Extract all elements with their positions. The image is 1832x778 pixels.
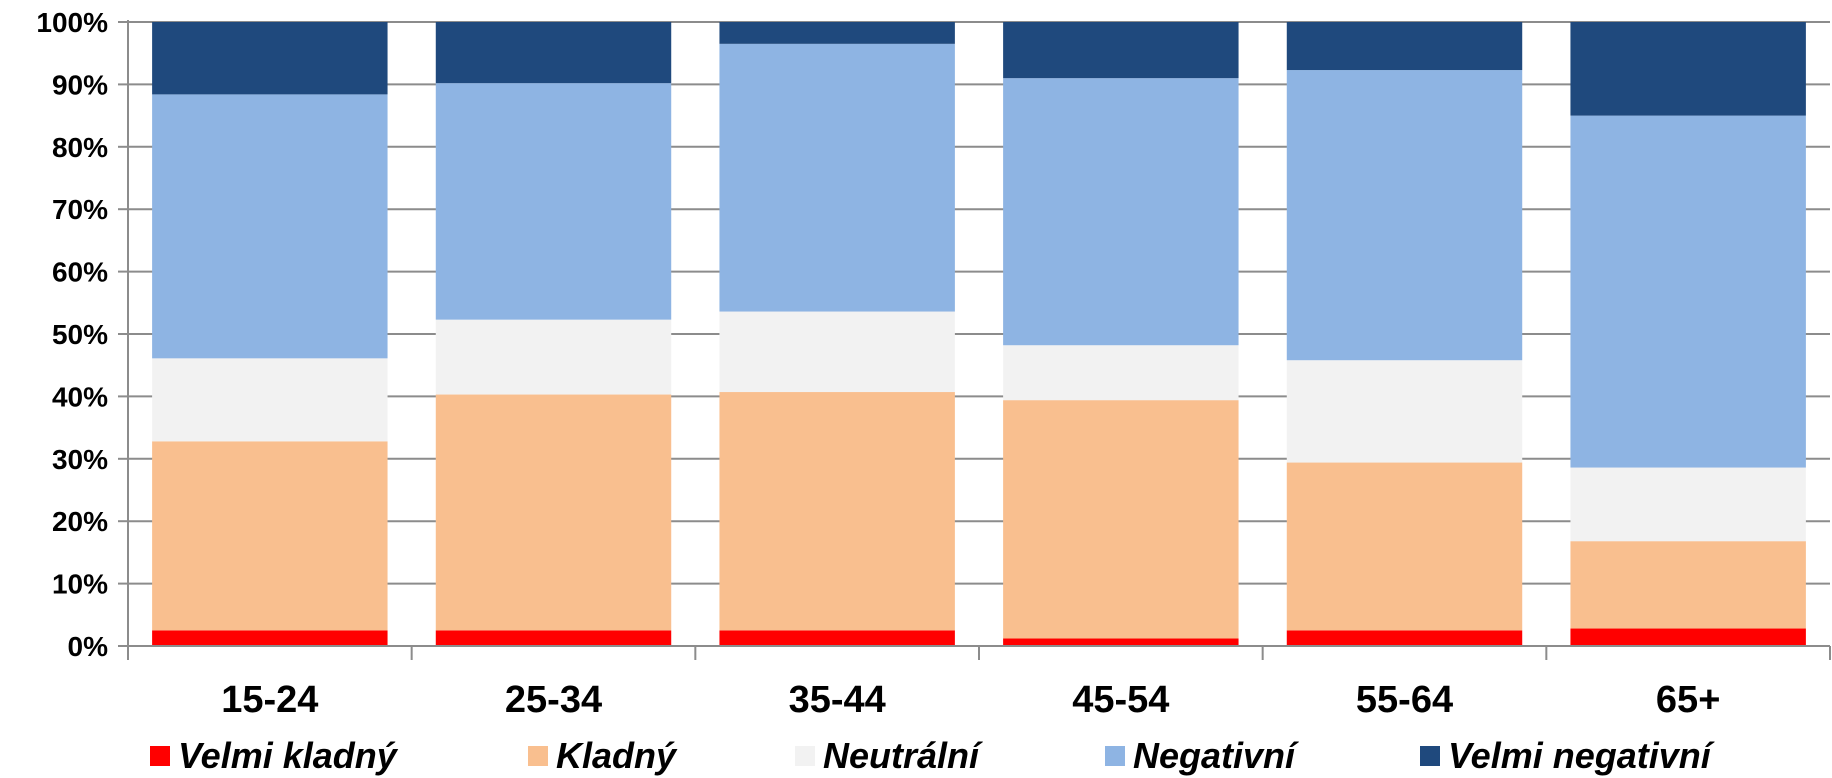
bar-segment-4-1	[1286, 462, 1523, 631]
bar-segment-0-3	[152, 94, 388, 359]
x-tick-label: 45-54	[1072, 679, 1169, 721]
bar-segment-0-0	[152, 630, 388, 646]
legend-label: Negativní	[1133, 735, 1299, 776]
legend-swatch	[1420, 746, 1440, 766]
bar-segment-1-2	[435, 319, 672, 395]
y-tick-label: 30%	[52, 444, 108, 475]
gridlines	[128, 21, 1830, 585]
bar-segment-3-4	[1003, 22, 1239, 79]
legend-label: Velmi kladný	[178, 735, 399, 776]
bar-segment-2-1	[719, 392, 955, 631]
bar-segment-3-3	[1003, 78, 1239, 346]
x-tick-label: 25-34	[505, 679, 602, 721]
legend-swatch	[528, 746, 548, 766]
legend-label: Neutrální	[823, 735, 983, 776]
bar-segment-1-1	[435, 394, 672, 631]
x-axis-ticks: 15-24 25-34 35-44 45-54 55-64 65+	[221, 679, 1720, 721]
bar-segment-1-3	[435, 83, 672, 320]
axes	[118, 20, 1831, 660]
bar-segment-5-0	[1570, 628, 1806, 646]
legend-swatch	[795, 746, 815, 766]
legend-label: Velmi negativní	[1448, 735, 1715, 776]
y-tick-label: 0%	[68, 631, 109, 662]
y-tick-label: 20%	[52, 506, 108, 537]
bar-segment-4-3	[1286, 70, 1523, 361]
bar-segment-4-2	[1286, 360, 1523, 463]
bar-segment-3-0	[1003, 638, 1239, 646]
x-tick-label: 35-44	[789, 679, 886, 721]
bar-segment-4-4	[1286, 22, 1523, 71]
x-tick-label: 15-24	[221, 679, 318, 721]
bar-segment-2-2	[719, 311, 955, 393]
bar-segment-0-2	[152, 358, 388, 442]
y-tick-label: 40%	[52, 381, 108, 412]
y-tick-label: 70%	[52, 194, 108, 225]
bar-segment-1-0	[435, 630, 672, 646]
y-axis-ticks: 0% 10% 20% 30% 40% 50% 60% 70% 80% 90% 100%	[36, 7, 108, 662]
bar-segment-3-2	[1003, 345, 1239, 401]
bar-segment-0-4	[152, 22, 388, 95]
x-tick-label: 55-64	[1356, 679, 1453, 721]
bar-segment-2-4	[719, 22, 955, 44]
bars	[152, 22, 1806, 646]
bar-segment-5-3	[1570, 115, 1806, 468]
y-tick-label: 60%	[52, 257, 108, 288]
bar-segment-2-3	[719, 43, 955, 312]
legend-label: Kladný	[556, 735, 678, 776]
bar-segment-2-0	[719, 630, 955, 646]
legend: Velmi kladný Kladný Neutrální Negativní Velm…	[150, 735, 1715, 776]
y-tick-label: 50%	[52, 319, 108, 350]
y-tick-label: 100%	[36, 7, 108, 38]
legend-swatch	[1105, 746, 1125, 766]
y-tick-label: 90%	[52, 69, 108, 100]
legend-swatch	[150, 746, 170, 766]
bar-segment-3-1	[1003, 400, 1239, 639]
y-tick-label: 10%	[52, 569, 108, 600]
x-tick-label: 65+	[1656, 679, 1720, 721]
bar-segment-1-4	[435, 22, 672, 84]
bar-segment-5-1	[1570, 541, 1806, 629]
bar-segment-0-1	[152, 441, 388, 631]
bar-segment-5-2	[1570, 467, 1806, 542]
bar-segment-4-0	[1286, 630, 1523, 646]
bar-segment-5-4	[1570, 22, 1806, 116]
y-tick-label: 80%	[52, 132, 108, 163]
